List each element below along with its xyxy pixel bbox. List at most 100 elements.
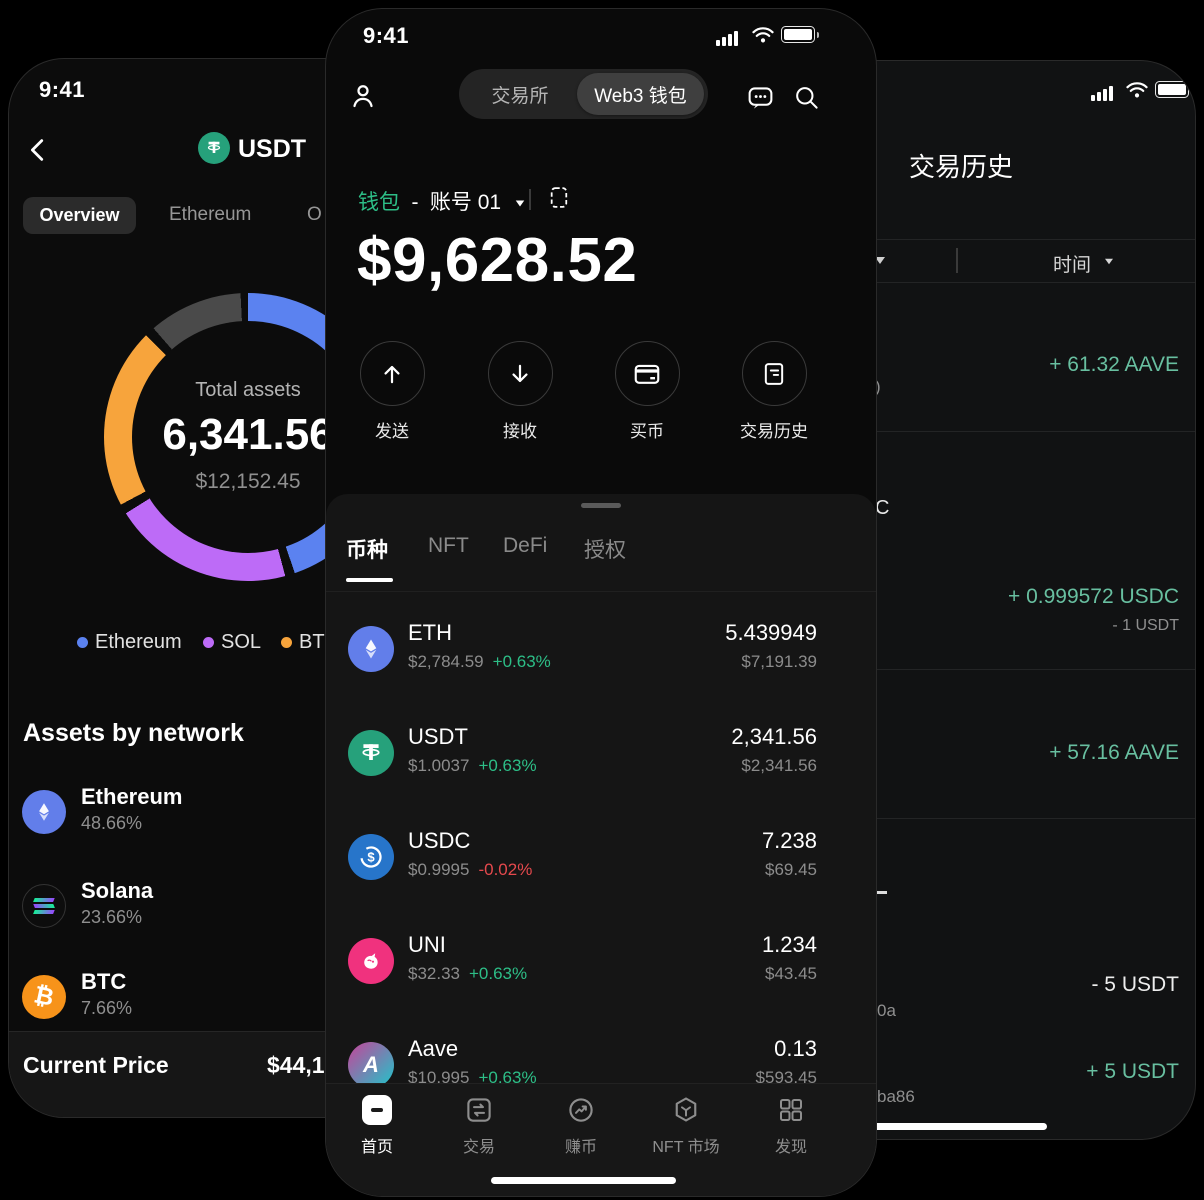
token-amount: 0.13 [774, 1036, 817, 1061]
tx-amount[interactable]: - 5 USDT [1091, 973, 1179, 996]
nav-trade[interactable]: 交易 [431, 1094, 527, 1157]
card-icon [634, 364, 660, 384]
aave-icon: A [348, 1042, 394, 1088]
total-balance: $9,628.52 [357, 226, 638, 295]
history-button[interactable]: 交易历史 [714, 341, 834, 442]
solana-icon [22, 884, 66, 928]
nav-home[interactable]: 首页 [329, 1094, 425, 1157]
usdt-icon [348, 730, 394, 776]
total-assets-usd: $12,152.45 [195, 470, 301, 493]
token-row-usdt[interactable]: USDT $1.0037 +0.63% 2,341.56 $2,341.56 [348, 701, 817, 805]
token-amount: 1.234 [761, 932, 817, 957]
tab-ethereum[interactable]: Ethereum [169, 204, 252, 225]
assets-sheet: 币种 NFT DeFi 授权 ETH $2,784.59 +0.63% 5.439… [326, 494, 876, 1196]
tab-nft[interactable]: NFT [428, 534, 469, 557]
tab-coins[interactable]: 币种 [346, 539, 388, 562]
page-title: 交易历史 [909, 152, 1014, 182]
arrow-down-icon [512, 364, 528, 382]
section-title-assets-by-network: Assets by network [23, 719, 244, 747]
status-time: 9:41 [39, 77, 86, 102]
chat-icon [748, 87, 773, 109]
ethereum-icon [22, 790, 66, 834]
token-value: $593.45 [755, 1068, 817, 1087]
segment-web3-wallet[interactable]: Web3 钱包 [577, 73, 704, 115]
wifi-icon [752, 27, 774, 44]
tab-defi[interactable]: DeFi [503, 534, 548, 557]
nft-hexagon-icon [675, 1097, 697, 1122]
battery-icon [781, 26, 819, 43]
send-button[interactable]: 发送 [332, 341, 452, 442]
home-indicator [794, 1123, 1047, 1130]
scan-button[interactable] [547, 185, 572, 210]
token-row-eth[interactable]: ETH $2,784.59 +0.63% 5.439949 $7,191.39 [348, 597, 817, 701]
donut-center-text: Total assets 6,341.56 $12,152.45 [104, 379, 392, 494]
nav-discover[interactable]: 发现 [743, 1094, 839, 1157]
token-change: +0.63% [492, 652, 551, 671]
status-time: 9:41 [363, 23, 410, 48]
clipped-text [877, 891, 887, 894]
battery-icon [1155, 81, 1193, 98]
page-title: USDT [238, 135, 307, 163]
buy-crypto-button[interactable]: 买币 [587, 341, 707, 442]
network-name: BTC [81, 969, 127, 994]
signal-icon [1091, 83, 1115, 101]
tx-amount[interactable]: + 57.16 AAVE [1049, 741, 1179, 764]
center-phone-wallet-screen: 9:41 交易所 Web3 钱包 钱包 - 账号 01 [325, 8, 877, 1197]
token-value: $43.45 [765, 964, 817, 983]
chevron-down-icon [515, 200, 524, 207]
token-price: $0.9995 [408, 860, 470, 879]
account-selector[interactable]: 钱包 - 账号 01 [358, 186, 525, 214]
token-value: $7,191.39 [741, 652, 817, 671]
divider [326, 591, 876, 592]
tab-approvals[interactable]: 授权 [584, 539, 626, 562]
token-price: $10.995 [408, 1068, 470, 1087]
network-row-btc[interactable]: ₿ BTC 7.66% [22, 969, 422, 1019]
token-change: +0.63% [469, 964, 528, 983]
back-button[interactable] [23, 135, 53, 165]
legend-dot-btc [281, 637, 292, 648]
filter-divider [956, 248, 958, 273]
token-amount: 7.238 [761, 828, 817, 853]
arrow-up-icon [384, 365, 400, 383]
search-button[interactable] [793, 84, 820, 111]
sort-by-time[interactable]: 时间 [1053, 255, 1092, 276]
tab-other[interactable]: O [307, 204, 322, 225]
network-row-ethereum[interactable]: Ethereum 48.66% [22, 784, 422, 834]
person-icon [353, 85, 373, 108]
network-pct: 7.66% [81, 998, 133, 1018]
donut-legend: Ethereum SOL BTC [9, 631, 559, 655]
token-row-uni[interactable]: UNI $32.33 +0.63% 1.234 $43.45 [348, 909, 817, 1013]
network-row-solana[interactable]: Solana 23.66% [22, 878, 422, 928]
tx-amount[interactable]: + 61.32 AAVE [1049, 353, 1179, 376]
token-amount: 2,341.56 [731, 724, 817, 749]
wallet-label: 钱包 [358, 191, 400, 214]
profile-button[interactable] [348, 81, 378, 111]
home-indicator [491, 1177, 676, 1184]
token-price: $32.33 [408, 964, 460, 983]
tx-amount[interactable]: + 5 USDT [1086, 1060, 1179, 1083]
legend-label-sol: SOL [221, 631, 262, 653]
token-value: $69.45 [765, 860, 817, 879]
active-tab-underline [346, 578, 393, 582]
nav-nft-market[interactable]: NFT 市场 [638, 1094, 734, 1157]
eth-icon [348, 626, 394, 672]
total-assets-label: Total assets [195, 379, 301, 401]
network-pct: 48.66% [81, 813, 143, 833]
earn-icon [569, 1098, 593, 1122]
chevron-down-icon[interactable] [875, 257, 885, 264]
scan-icon [550, 187, 568, 208]
token-change: +0.63% [478, 756, 537, 775]
token-row-usdc[interactable]: $ USDC $0.9995 -0.02% 7.238 $69.45 [348, 805, 817, 909]
tab-overview[interactable]: Overview [23, 197, 136, 234]
segment-exchange[interactable]: 交易所 [491, 85, 549, 107]
token-row-aave[interactable]: A Aave $10.995 +0.63% 0.13 $593.45 [348, 1013, 817, 1117]
receive-button[interactable]: 接收 [460, 341, 580, 442]
network-name: Ethereum [81, 784, 183, 809]
sheet-drag-handle[interactable] [581, 503, 621, 508]
nav-earn[interactable]: 赚币 [533, 1094, 629, 1157]
token-amount: 5.439949 [725, 620, 817, 645]
network-pct: 23.66% [81, 907, 143, 927]
tx-amount[interactable]: + 0.999572 USDC [1007, 585, 1179, 608]
chat-button[interactable] [746, 83, 775, 112]
home-icon [362, 1095, 392, 1125]
